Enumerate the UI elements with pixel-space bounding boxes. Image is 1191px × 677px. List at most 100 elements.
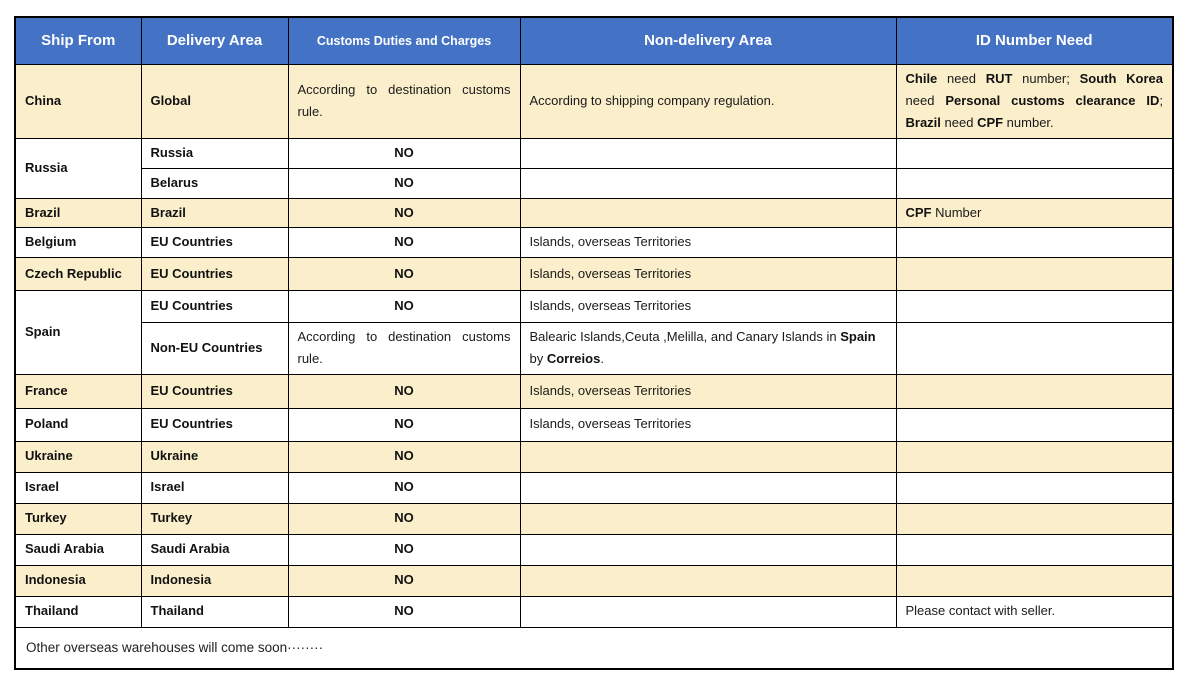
cell-delivery-area: Indonesia	[140, 564, 289, 597]
table-row-ukraine: Ukraine Ukraine NO	[14, 440, 1174, 473]
cell-non-delivery	[519, 197, 897, 228]
cell-delivery-area: Israel	[140, 471, 289, 504]
table-row-thailand: Thailand Thailand NO Please contact with se…	[14, 595, 1174, 628]
table-body: China Global According to destination cust…	[14, 63, 1174, 628]
cell-non-delivery: Islands, overseas Territories	[519, 226, 897, 258]
cell-non-delivery	[519, 440, 897, 473]
cell-id-number	[895, 321, 1174, 375]
table-footer: Other overseas warehouses will come soon…	[14, 626, 1174, 670]
cell-id-number	[895, 564, 1174, 597]
cell-ship-from: Indonesia	[14, 564, 142, 597]
cell-id-number: CPF Number	[895, 197, 1174, 228]
cell-delivery-area: Thailand	[140, 595, 289, 628]
cell-id-number	[895, 167, 1174, 199]
cell-non-delivery	[519, 137, 897, 169]
cell-customs: According to destination customs rule.	[287, 63, 521, 139]
cell-id-number	[895, 373, 1174, 409]
cell-id-number	[895, 471, 1174, 504]
cell-id-number	[895, 226, 1174, 258]
cell-id-number	[895, 256, 1174, 291]
column-header-customs: Customs Duties and Charges	[287, 16, 521, 65]
cell-delivery-area: EU Countries	[140, 407, 289, 442]
cell-non-delivery	[519, 502, 897, 535]
table-row-indonesia: Indonesia Indonesia NO	[14, 564, 1174, 597]
cell-non-delivery	[519, 564, 897, 597]
cell-non-delivery	[519, 471, 897, 504]
cell-ship-from: Israel	[14, 471, 142, 504]
table-row-turkey: Turkey Turkey NO	[14, 502, 1174, 535]
cell-customs: NO	[287, 440, 521, 473]
cell-ship-from: Belgium	[14, 226, 142, 258]
cell-customs: NO	[287, 167, 521, 199]
cell-id-number	[895, 289, 1174, 323]
cell-delivery-area: Global	[140, 63, 289, 139]
cell-customs: NO	[287, 471, 521, 504]
table-row-poland: Poland EU Countries NO Islands, overseas Te…	[14, 407, 1174, 442]
cell-customs: NO	[287, 289, 521, 323]
cell-delivery-area: Saudi Arabia	[140, 533, 289, 566]
cell-delivery-area: EU Countries	[140, 226, 289, 258]
table-row-saudi-arabia: Saudi Arabia Saudi Arabia NO	[14, 533, 1174, 566]
cell-customs: According to destination customs rule.	[287, 321, 521, 375]
shipping-info-table: Ship From Delivery Area Customs Duties and…	[14, 16, 1174, 671]
cell-customs: NO	[287, 226, 521, 258]
cell-non-delivery	[519, 595, 897, 628]
cell-customs: NO	[287, 407, 521, 442]
table-row-china: China Global According to destination cust…	[14, 63, 1174, 139]
cell-customs: NO	[287, 564, 521, 597]
cell-delivery-area: EU Countries	[140, 289, 289, 323]
cell-delivery-area: Non-EU Countries	[140, 321, 289, 375]
cell-delivery-area: Belarus	[140, 167, 289, 199]
cell-ship-from: China	[14, 63, 142, 139]
cell-non-delivery: Islands, overseas Territories	[519, 289, 897, 323]
cell-id-number	[895, 137, 1174, 169]
column-header-non-delivery: Non-delivery Area	[519, 16, 897, 65]
cell-ship-from: Turkey	[14, 502, 142, 535]
cell-ship-from: Poland	[14, 407, 142, 442]
footer-note: Other overseas warehouses will come soon…	[14, 626, 1174, 670]
cell-customs: NO	[287, 373, 521, 409]
cell-delivery-area: EU Countries	[140, 373, 289, 409]
footer-row: Other overseas warehouses will come soon…	[14, 626, 1174, 670]
table-row-belgium: Belgium EU Countries NO Islands, overseas T…	[14, 226, 1174, 258]
table-row-spain-non-eu: Non-EU Countries According to destination…	[15, 321, 1174, 375]
cell-delivery-area: Russia	[140, 137, 289, 169]
cell-non-delivery	[519, 533, 897, 566]
cell-ship-from: Spain	[14, 289, 142, 375]
cell-delivery-area: Ukraine	[140, 440, 289, 473]
table-row-spain-eu: Spain EU Countries NO Islands, overseas Ter…	[14, 289, 1174, 375]
column-header-ship-from: Ship From	[14, 16, 142, 65]
cell-customs: NO	[287, 595, 521, 628]
table-row-france: France EU Countries NO Islands, overseas Te…	[14, 373, 1174, 409]
cell-ship-from: Brazil	[14, 197, 142, 228]
column-header-delivery-area: Delivery Area	[140, 16, 289, 65]
table-row-russia-belarus: Belarus NO	[15, 167, 1174, 199]
cell-ship-from: Czech Republic	[14, 256, 142, 291]
cell-ship-from: Ukraine	[14, 440, 142, 473]
cell-non-delivery: Islands, overseas Territories	[519, 373, 897, 409]
cell-delivery-area: Brazil	[140, 197, 289, 228]
cell-non-delivery: Islands, overseas Territories	[519, 407, 897, 442]
header-row: Ship From Delivery Area Customs Duties and…	[14, 16, 1174, 65]
table-row-israel: Israel Israel NO	[14, 471, 1174, 504]
cell-non-delivery: Islands, overseas Territories	[519, 256, 897, 291]
cell-non-delivery: Balearic Islands,Ceuta ,Melilla, and Can…	[519, 321, 897, 375]
cell-ship-from: France	[14, 373, 142, 409]
cell-customs: NO	[287, 197, 521, 228]
cell-id-number	[895, 440, 1174, 473]
cell-id-number: Please contact with seller.	[895, 595, 1174, 628]
cell-id-number	[895, 407, 1174, 442]
cell-id-number	[895, 502, 1174, 535]
cell-delivery-area: EU Countries	[140, 256, 289, 291]
cell-non-delivery	[519, 167, 897, 199]
cell-ship-from: Thailand	[14, 595, 142, 628]
cell-customs: NO	[287, 502, 521, 535]
cell-delivery-area: Turkey	[140, 502, 289, 535]
cell-ship-from: Saudi Arabia	[14, 533, 142, 566]
cell-ship-from: Russia	[14, 137, 142, 199]
cell-customs: NO	[287, 533, 521, 566]
cell-customs: NO	[287, 137, 521, 169]
column-header-id-number: ID Number Need	[895, 16, 1174, 65]
cell-non-delivery: According to shipping company regulation…	[519, 63, 897, 139]
